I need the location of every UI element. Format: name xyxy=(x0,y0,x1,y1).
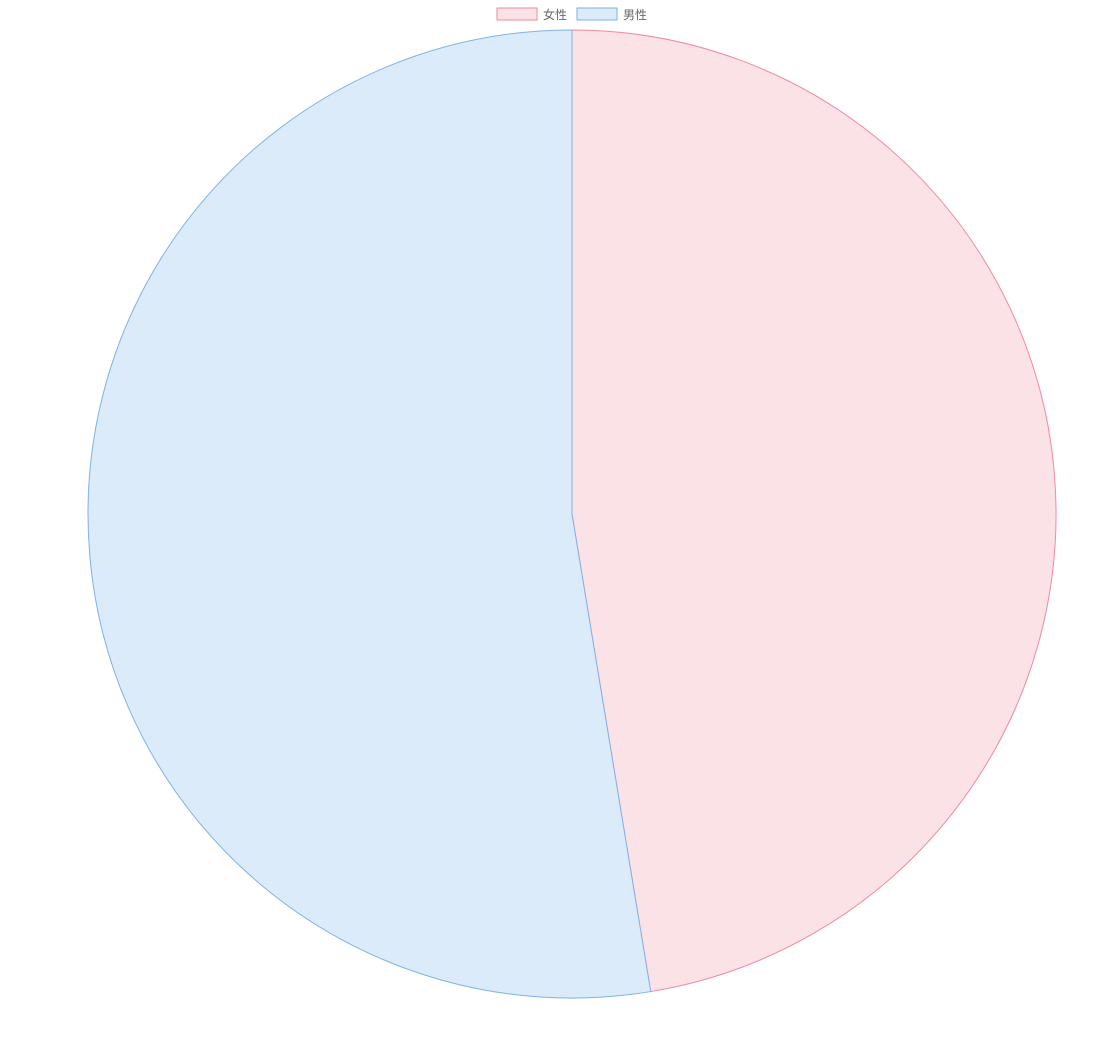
legend-item-2[interactable]: 男性 xyxy=(576,7,647,22)
pie-slice-1[interactable] xyxy=(571,29,1057,993)
legend: 女性 男性 xyxy=(496,7,647,22)
legend-swatch-2 xyxy=(576,7,618,21)
legend-swatch-1 xyxy=(496,7,538,21)
legend-item-1[interactable]: 女性 xyxy=(496,7,567,22)
pie-slice-2[interactable] xyxy=(87,29,652,999)
pie-slices xyxy=(87,29,1057,999)
legend-label-1: 女性 xyxy=(543,7,567,22)
legend-label-2: 男性 xyxy=(623,8,647,22)
